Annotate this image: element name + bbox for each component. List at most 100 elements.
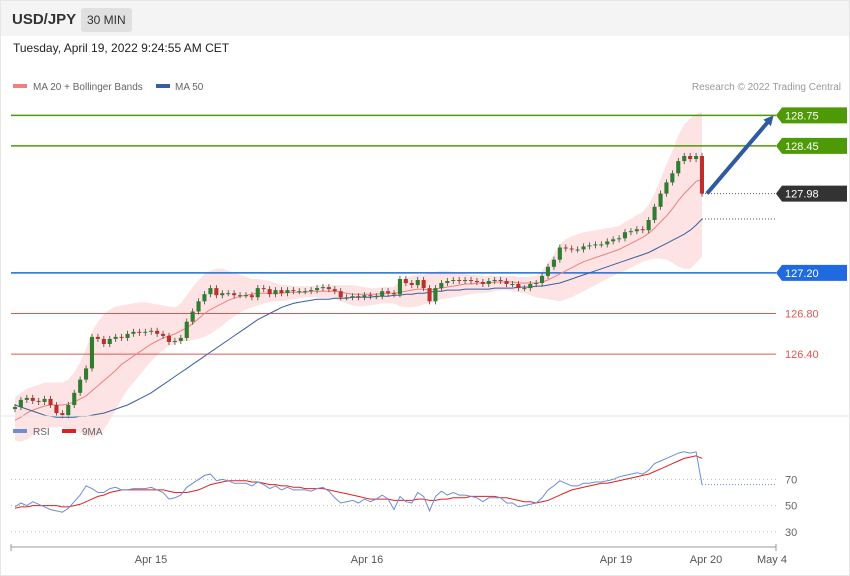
support-level-label: 126.80 <box>785 309 819 321</box>
rsi-ma-legend-label: 9MA <box>82 427 103 438</box>
rsi-tick-label: 30 <box>785 527 797 539</box>
candle-body <box>469 280 474 281</box>
candle-body <box>451 280 456 281</box>
candle-body <box>480 282 485 284</box>
candle-body <box>113 336 118 339</box>
candle-body <box>303 291 308 293</box>
candle-body <box>403 279 408 284</box>
candle-body <box>510 284 515 285</box>
candle-body <box>143 331 148 333</box>
candle-body <box>504 281 509 284</box>
rsi-legend-label: RSI <box>33 427 50 438</box>
candle-body <box>699 156 704 194</box>
candle-body <box>474 281 479 282</box>
candle-body <box>528 284 533 289</box>
ma50-legend-label: MA 50 <box>175 82 204 93</box>
candle-body <box>605 241 610 245</box>
candle-body <box>107 338 112 344</box>
candle-body <box>386 291 391 294</box>
candle-body <box>569 248 574 250</box>
candle-body <box>119 336 124 338</box>
candle-body <box>196 301 201 312</box>
candle-body <box>172 341 177 342</box>
resistance-level-label: 128.75 <box>785 110 819 122</box>
candle-body <box>137 331 142 333</box>
candle-body <box>66 405 71 416</box>
chart-header: USD/JPY 30 MIN <box>1 1 849 36</box>
candle-body <box>78 379 83 393</box>
candle-body <box>89 336 94 369</box>
candle-body <box>273 290 278 295</box>
candle-body <box>101 338 106 344</box>
candle-body <box>155 330 160 334</box>
candle-body <box>593 244 598 246</box>
candle-body <box>640 229 645 231</box>
candle-body <box>255 288 260 298</box>
candle-body <box>214 288 219 296</box>
candle-body <box>125 333 130 338</box>
x-tick-label: Apr 15 <box>135 554 167 566</box>
candle-body <box>297 291 302 293</box>
candle-body <box>332 289 337 292</box>
forecast-arrow <box>705 115 774 195</box>
bollinger-band <box>15 112 702 442</box>
candle-body <box>516 284 521 289</box>
support-level-label: 126.40 <box>785 349 819 361</box>
rsi-tick-label: 70 <box>785 474 797 486</box>
candle-body <box>291 290 296 292</box>
rsi-line <box>14 451 703 513</box>
candle-body <box>36 400 41 402</box>
x-tick-label: May 4 <box>757 554 787 566</box>
ma20-legend-swatch <box>13 84 27 88</box>
last-level-tag <box>776 185 847 202</box>
candle-body <box>232 293 237 296</box>
candle-body <box>682 156 687 162</box>
ma50-legend-swatch <box>156 84 170 88</box>
resistance-level-tag <box>776 107 847 124</box>
candle-body <box>540 275 545 283</box>
candle-body <box>492 280 497 281</box>
candle-body <box>24 397 29 400</box>
candle-body <box>84 368 89 380</box>
candle-body <box>243 295 248 297</box>
candle-body <box>184 321 189 338</box>
candle-body <box>463 280 468 281</box>
candle-body <box>12 407 17 409</box>
last-level-label: 127.98 <box>785 189 819 201</box>
candle-body <box>131 331 136 334</box>
candle-body <box>338 291 343 298</box>
x-tick-label: Apr 20 <box>690 554 722 566</box>
candle-body <box>285 290 290 294</box>
candle-body <box>397 279 402 295</box>
candle-body <box>587 245 592 247</box>
candle-body <box>611 239 616 242</box>
candle-body <box>374 296 379 298</box>
candle-body <box>676 161 681 174</box>
x-axis: Apr 15 Apr 16 Apr 19 Apr 20 May 4 <box>10 544 787 566</box>
candle-body <box>522 288 527 290</box>
candle-body <box>238 295 243 297</box>
rsi-tick-label: 50 <box>785 501 797 513</box>
candle-body <box>60 413 65 416</box>
candle-body <box>72 392 77 405</box>
candle-body <box>427 288 432 302</box>
candle-body <box>320 287 325 289</box>
rsi-legend-swatch <box>13 429 27 433</box>
rsi-ma-legend-swatch <box>62 429 76 433</box>
resistance-level-label: 128.45 <box>785 141 819 153</box>
candle-body <box>563 247 568 249</box>
candle-body <box>166 335 171 342</box>
candle-body <box>249 295 254 298</box>
candle-body <box>445 281 450 283</box>
candle-body <box>534 283 539 284</box>
candle-body <box>622 232 627 239</box>
candle-body <box>309 290 314 292</box>
candle-body <box>362 295 367 298</box>
candle-body <box>18 399 23 407</box>
candle-body <box>161 333 166 336</box>
timeframe-button[interactable]: 30 MIN <box>81 8 132 32</box>
x-tick-label: Apr 19 <box>600 554 632 566</box>
candle-body <box>575 249 580 251</box>
candle-body <box>498 280 503 281</box>
